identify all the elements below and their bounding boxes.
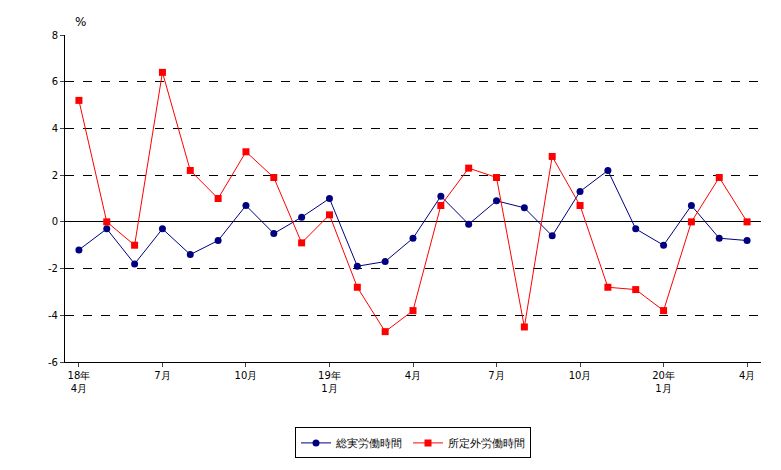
svg-text:7月: 7月 — [488, 370, 504, 381]
svg-text:18年4月: 18年4月 — [68, 370, 91, 394]
svg-text:4月: 4月 — [739, 370, 755, 381]
svg-text:7月: 7月 — [154, 370, 170, 381]
svg-text:総実労働時間: 総実労働時間 — [335, 437, 402, 450]
svg-text:4月: 4月 — [405, 370, 421, 381]
svg-text:4: 4 — [52, 123, 58, 134]
svg-text:-2: -2 — [48, 263, 58, 274]
svg-text:-4: -4 — [48, 310, 58, 321]
svg-text:8: 8 — [52, 30, 58, 41]
svg-text:2: 2 — [52, 170, 58, 181]
svg-text:-6: -6 — [48, 357, 58, 368]
svg-text:19年1月: 19年1月 — [318, 370, 341, 394]
svg-text:0: 0 — [52, 216, 58, 227]
svg-text:10月: 10月 — [569, 370, 592, 381]
svg-text:所定外労働時間: 所定外労働時間 — [448, 437, 525, 450]
svg-text:10月: 10月 — [235, 370, 258, 381]
svg-text:6: 6 — [52, 76, 58, 87]
svg-text:%: % — [75, 15, 86, 29]
svg-text:20年1月: 20年1月 — [652, 370, 675, 394]
